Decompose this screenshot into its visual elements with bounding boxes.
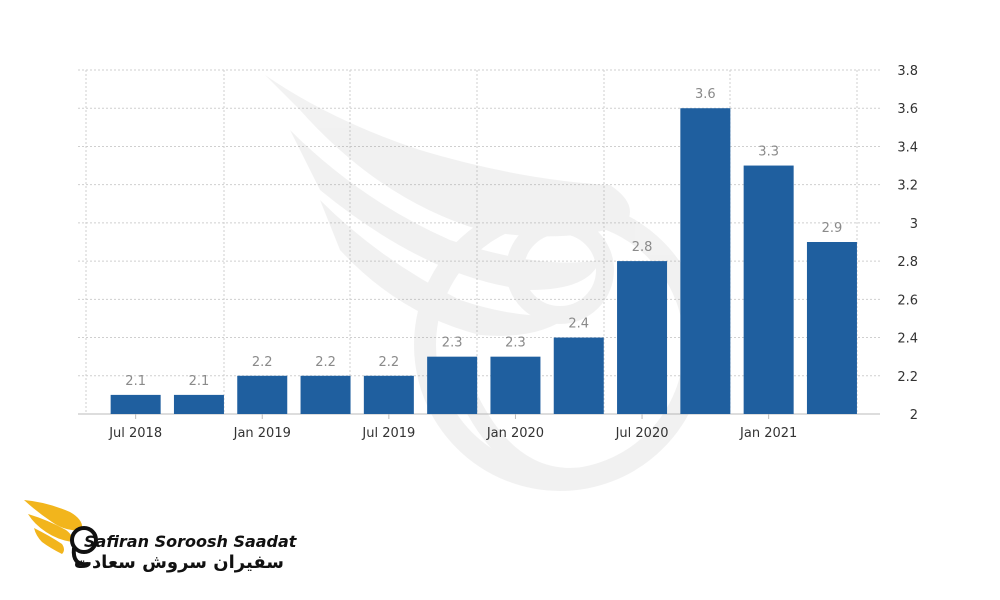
y-tick-label: 3.8 [897,64,918,79]
y-tick-label: 3.6 [897,102,918,117]
y-tick-label: 2 [910,408,918,423]
data-label: 2.1 [125,374,146,389]
y-tick-label: 2.8 [897,255,918,270]
bar-oct-2018 [173,394,224,414]
x-tick-label: Jul 2018 [108,426,162,441]
data-label: 2.4 [568,317,589,332]
bar-apr-2020 [553,337,604,414]
bar-oct-2020 [680,108,731,414]
data-label: 2.8 [632,240,653,255]
bar-apr-2019 [300,375,351,414]
y-tick-label: 3.2 [897,179,918,194]
x-tick-label: Jul 2020 [615,426,669,441]
x-tick-label: Jul 2019 [361,426,415,441]
data-label: 2.2 [379,355,400,370]
data-label: 2.1 [189,374,210,389]
data-label: 2.2 [252,355,273,370]
y-tick-label: 3.4 [897,140,918,155]
y-tick-label: 2.6 [897,293,918,308]
y-tick-label: 2.4 [897,332,918,347]
brand-logo: Safiran Soroosh Saadat سفیران سروش سعادت [22,492,312,582]
bar-jan-2020 [490,356,541,414]
data-label: 3.6 [695,87,716,102]
data-label: 2.9 [822,221,843,236]
bar-jul-2020 [617,261,668,414]
bar-jul-2018 [110,394,161,414]
data-label: 3.3 [758,145,779,160]
data-label: 2.3 [442,336,463,351]
y-axis-ticks: 2 2.2 2.4 2.6 2.8 3 3.2 3.4 3.6 3.8 [897,64,918,423]
data-labels: 2.1 2.1 2.2 2.2 2.2 2.3 2.3 2.4 2.8 3.6 3.3 2.9 [125,87,842,389]
y-tick-label: 2.2 [897,370,918,385]
bars [110,108,857,414]
x-tick-label: Jan 2019 [233,426,291,441]
brand-name-fa: سفیران سروش سعادت [73,552,284,573]
data-label: 2.2 [315,355,336,370]
brand-name-en: Safiran Soroosh Saadat [84,532,297,551]
bar-jul-2019 [363,375,414,414]
x-tick-label: Jan 2020 [486,426,544,441]
bar-jan-2019 [237,375,288,414]
bar-apr-2021 [806,242,857,414]
bar-oct-2019 [427,356,478,414]
x-axis-ticks: Jul 2018 Jan 2019 Jul 2019 Jan 2020 Jul 2020… [108,414,797,441]
y-tick-label: 3 [910,217,918,232]
bar-jan-2021 [743,165,794,414]
x-tick-label: Jan 2021 [739,426,797,441]
wing-logo-icon [24,500,98,567]
data-label: 2.3 [505,336,526,351]
